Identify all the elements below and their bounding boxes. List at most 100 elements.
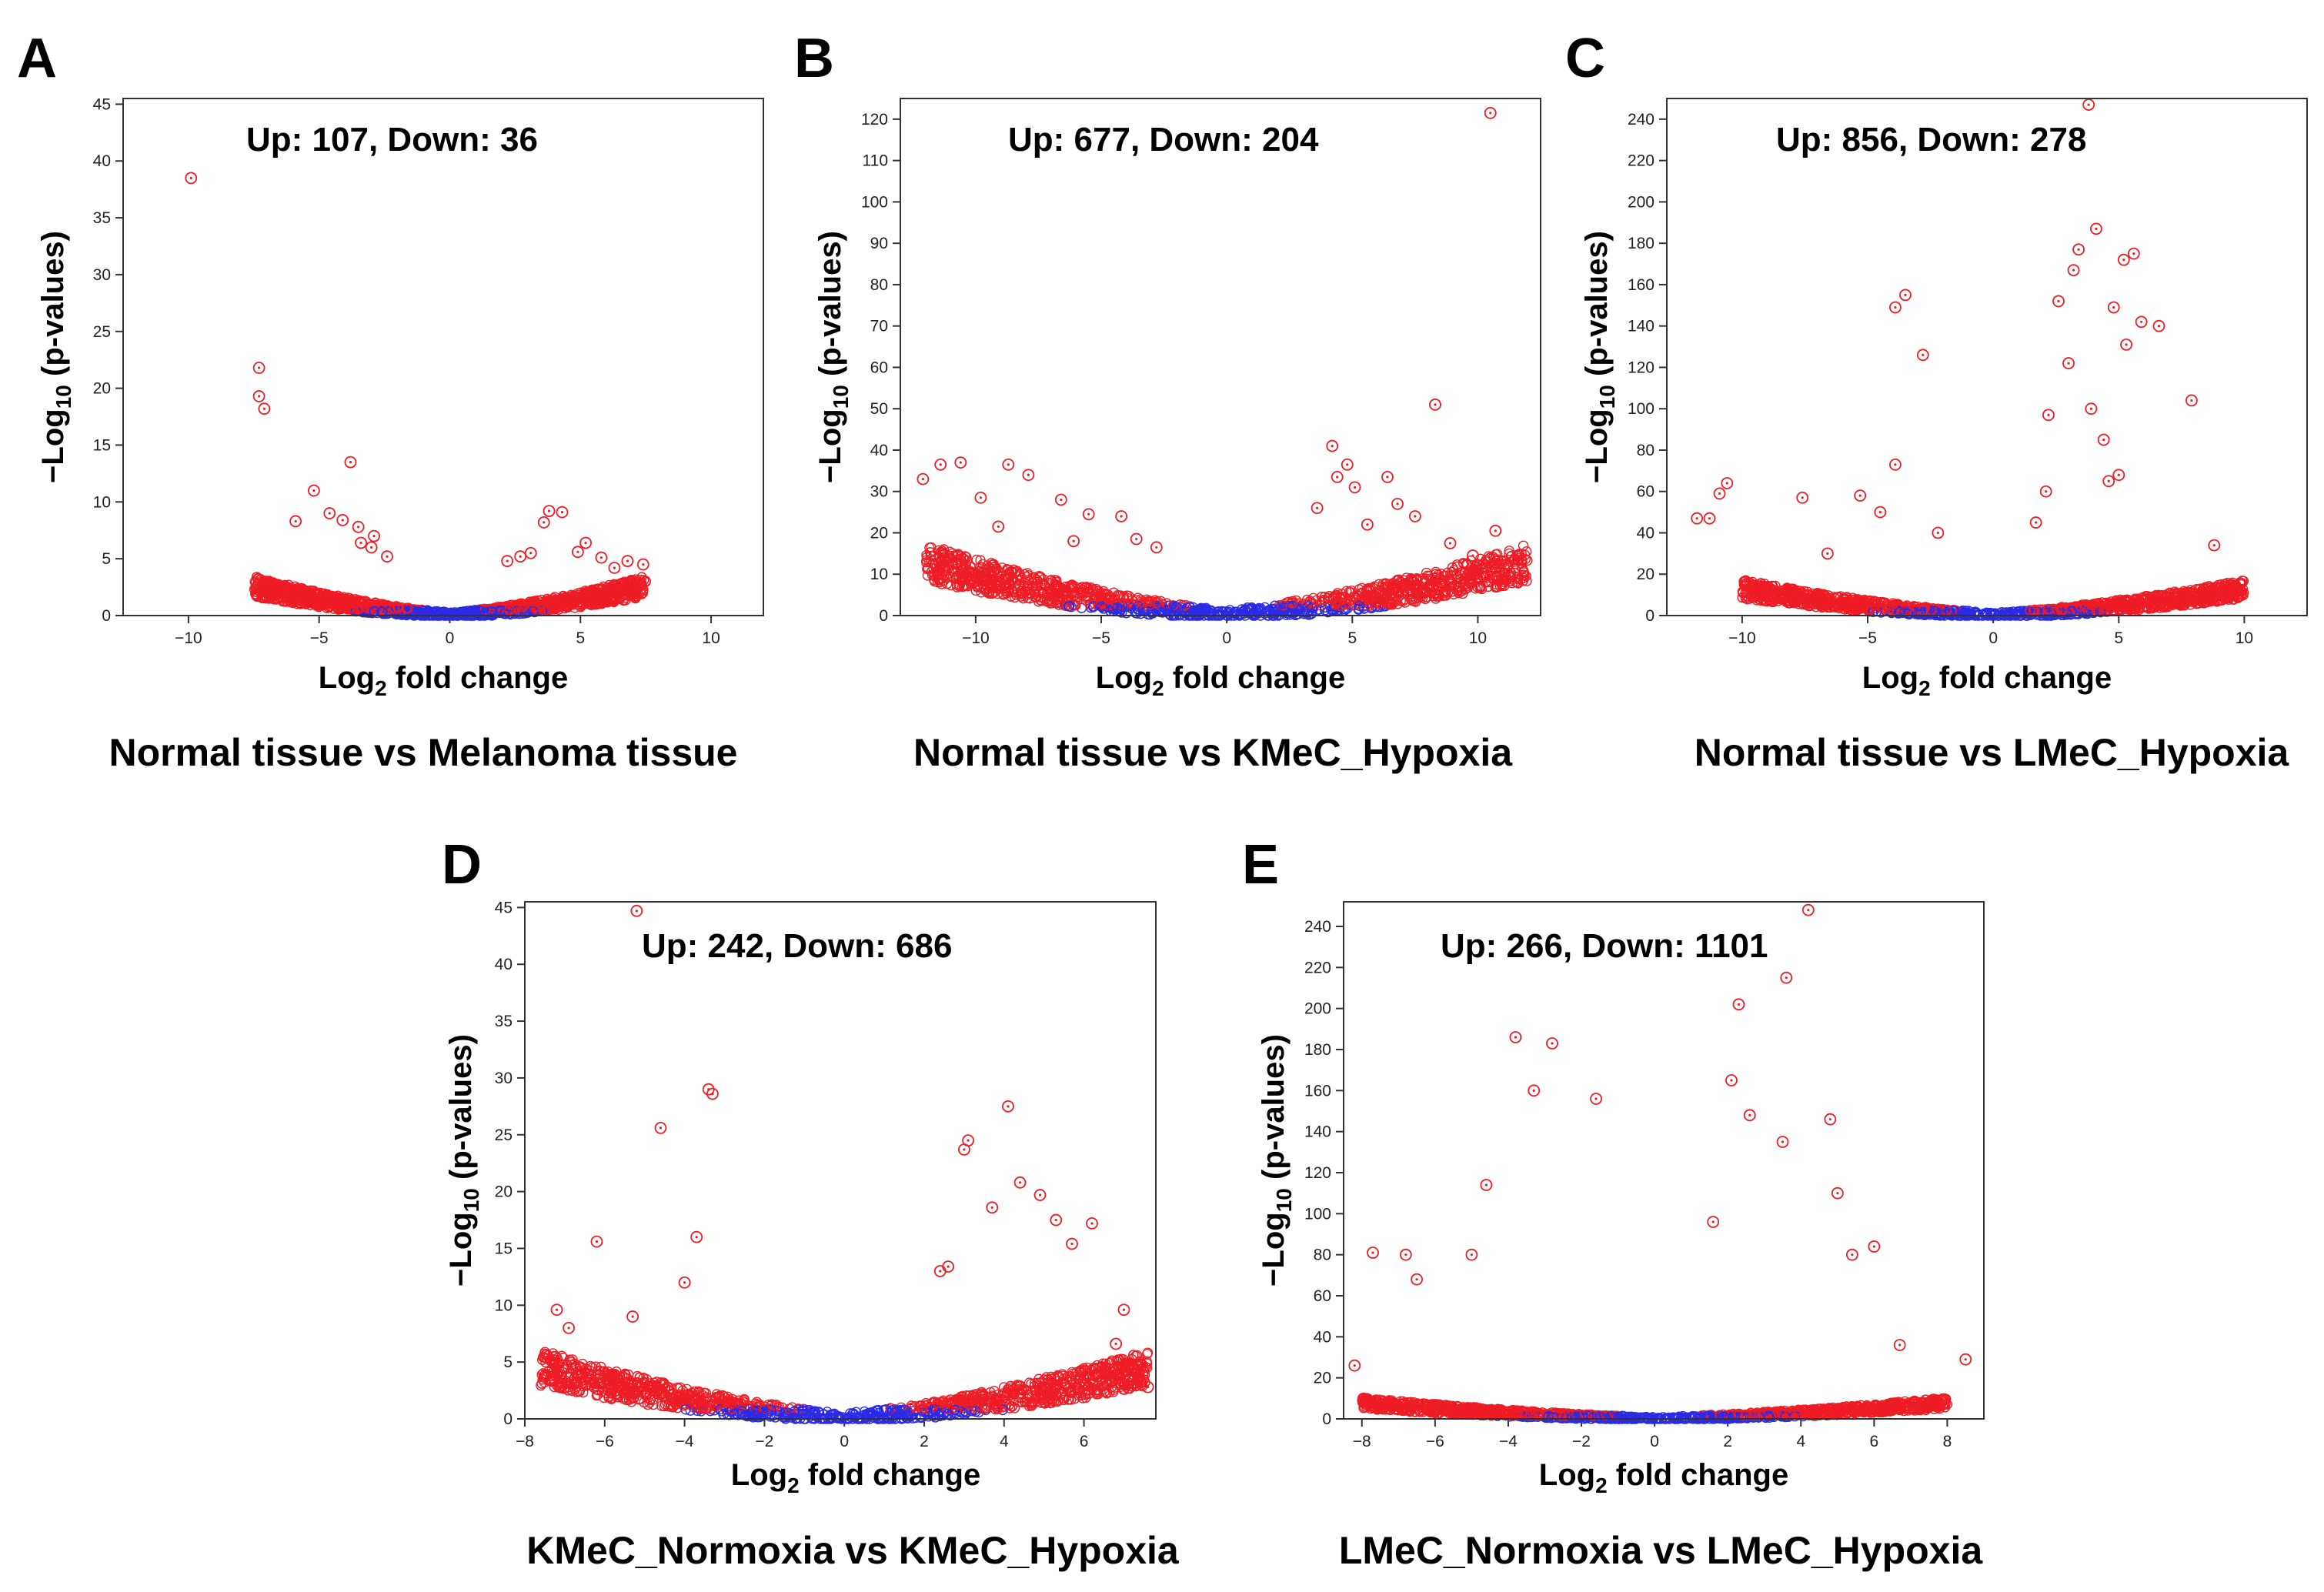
panel-c-outlier-dot <box>2057 299 2060 303</box>
panel-c: C −10 −5 0 5 1002040608010012014016018020022… <box>1565 28 2308 774</box>
panel-a-y-tick-label: 30 <box>93 266 111 284</box>
panel-c-y-tick-label: 80 <box>1637 442 1655 459</box>
panel-d-x-tick-label: 6 <box>1080 1433 1089 1450</box>
panel-d-x-tick-label: −6 <box>596 1433 614 1450</box>
panel-c-outlier-dot <box>1725 482 1728 485</box>
panel-c-outlier-dot <box>2077 248 2080 251</box>
panel-c-outlier-dot <box>2047 413 2050 416</box>
panel-b-y-tick-label: 0 <box>879 607 888 625</box>
panel-b-y-tick-label: 40 <box>870 442 888 459</box>
panel-b-outlier-dot <box>1316 506 1319 509</box>
panel-b-outlier-dot <box>1331 444 1334 448</box>
panel-d-y-tick-label: 35 <box>495 1013 513 1030</box>
panel-b-outlier-dot <box>939 463 942 466</box>
panel-a-y-tick-label: 25 <box>93 323 111 341</box>
panel-a-outlier-dot <box>341 519 344 522</box>
panel-a-xlabel-main: Log <box>319 661 375 695</box>
panel-c-outlier-dot <box>2132 252 2135 255</box>
panel-b-y-tick-label: 30 <box>870 483 888 501</box>
panel-c-outlier-dot <box>2117 473 2120 476</box>
panel-c-y-axis-label: −Log10 (p-values) <box>1580 231 1619 483</box>
panel-c-outlier-dot <box>2112 305 2115 309</box>
panel-a-x-tick-label: −5 <box>310 629 329 647</box>
panel-c-outlier-dot <box>1718 492 1721 496</box>
panel-a-x-tick-label: −10 <box>175 629 202 647</box>
panel-a-outlier-dot <box>312 489 316 492</box>
panel-b-outlier-dot <box>1155 546 1158 549</box>
panel-b-gene-cloud <box>920 540 1533 621</box>
panel-b-outlier-dot <box>1494 529 1497 532</box>
panel-c-axes-frame <box>1666 98 2308 616</box>
panel-b-ylabel-sub: 10 <box>829 385 853 409</box>
panel-a-y-tick-label: 20 <box>93 380 111 398</box>
panel-c-y-tick-label: 40 <box>1637 524 1655 542</box>
panel-b-ylabel-main: −Log <box>813 409 847 483</box>
panel-a-outlier-dot <box>642 562 645 566</box>
panel-c-outlier-dot <box>2107 479 2110 482</box>
panel-c-outlier-dot <box>2072 269 2075 272</box>
panel-a-y-tick-label: 10 <box>93 493 111 511</box>
panel-c-gene-cloud <box>1737 575 2249 621</box>
panel-b-x-tick-label: −10 <box>962 629 990 647</box>
panel-a-outlier-dot <box>543 521 546 524</box>
panel-c-y-tick-label: 0 <box>1645 607 1655 625</box>
panel-c-ylabel-rest: (p-values) <box>1580 231 1614 385</box>
panel-b-outlier-dot <box>1471 554 1474 557</box>
panel-b-outlier-dot <box>1007 463 1010 466</box>
panel-a-outlier-dot <box>257 395 261 398</box>
panel-b-outlier-dot <box>1336 476 1339 479</box>
panel-a-xlabel-rest: fold change <box>387 661 569 695</box>
panel-a-ylabel-rest: (p-values) <box>36 231 70 385</box>
panel-c-x-tick-label: 0 <box>1988 629 1998 647</box>
panel-b-outlier-dot <box>1346 463 1349 466</box>
panel-a-y-tick-label: 45 <box>93 95 111 113</box>
panel-d-y-tick-label: 45 <box>495 899 513 916</box>
panel-b-y-tick-label: 110 <box>863 152 888 170</box>
panel-a-xlabel-sub: 2 <box>375 676 387 700</box>
panel-b-y-tick-label: 70 <box>870 318 888 335</box>
panel-a-outlier-dot <box>370 546 373 549</box>
panel-c-xlabel-rest: fold change <box>1931 661 2112 695</box>
panel-c-x-tick-label: −5 <box>1858 629 1877 647</box>
panel-d-y-tick-label: 40 <box>495 956 513 973</box>
panel-b-y-tick-label: 80 <box>870 276 888 294</box>
panel-c-outlier-dot <box>1708 517 1711 520</box>
panel-c-x-axis-label: Log2 fold change <box>1862 661 2112 700</box>
panel-a-y-axis-label: −Log10 (p-values) <box>36 231 75 483</box>
panel-a-outlier-dot <box>328 512 331 515</box>
panel-c-xlabel-main: Log <box>1862 661 1918 695</box>
panel-a-outlier-dot <box>372 535 376 538</box>
panel-d-x-tick-label: −2 <box>755 1433 773 1450</box>
panel-c-ylabel-main: −Log <box>1580 409 1614 483</box>
panel-a-outlier-dot <box>357 526 360 529</box>
panel-a-x-tick-label: 5 <box>576 629 585 647</box>
panel-a-axes-frame <box>122 98 764 616</box>
panel-b-letter: B <box>794 28 834 89</box>
panel-b-y-tick-label: 10 <box>870 566 888 583</box>
panel-a-gene-cloud <box>249 572 651 621</box>
panel-b-y-tick-label: 60 <box>870 359 888 376</box>
panel-c-y-tick-label: 20 <box>1637 566 1655 583</box>
panel-b-x-tick-label: 5 <box>1347 629 1357 647</box>
panel-d-x-tick-label: −8 <box>516 1433 534 1450</box>
panel-c-outlier-dot <box>1894 305 1897 309</box>
panel-c-counts: Up: 856, Down: 278 <box>1776 121 2086 159</box>
panel-c-ylabel-sub: 10 <box>1595 385 1619 409</box>
panel-b-outlier-dot <box>1353 486 1357 489</box>
panel-a-outlier-dot <box>262 407 265 410</box>
panel-b-axes-frame <box>900 98 1541 616</box>
panel-b-outlier-dot <box>1120 515 1123 518</box>
panel-c-outlier-dot <box>2095 227 2098 230</box>
panel-a-y-tick-label: 40 <box>93 152 111 170</box>
panel-b-outlier-dot <box>1135 537 1138 541</box>
panel-b-x-axis-label: Log2 fold change <box>1096 661 1345 700</box>
panel-c-y-tick-label: 140 <box>1628 318 1655 335</box>
panel-a-outlier-dot <box>599 556 603 559</box>
panel-a-ylabel-sub: 10 <box>52 385 75 409</box>
panel-c-outlier-dot <box>2157 325 2161 328</box>
panel-c-xlabel-sub: 2 <box>1918 676 1931 700</box>
